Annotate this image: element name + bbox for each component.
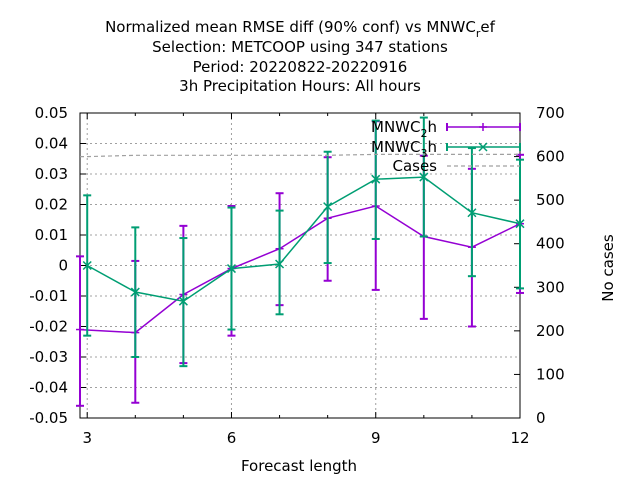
y-tick-label: -0.03: [29, 348, 68, 366]
title-line: 3h Precipitation Hours: All hours: [179, 77, 421, 95]
legend-label: Cases: [392, 157, 437, 175]
legend-label-tail: h: [427, 138, 437, 156]
y2-tick-label: 300: [536, 278, 565, 296]
legend-label-subscript: 3: [420, 147, 427, 160]
y-tick-label: 0.01: [35, 226, 68, 244]
y-tick-label: -0.01: [29, 287, 68, 305]
data-point-marker: [178, 296, 188, 306]
title-line: Normalized mean RMSE diff (90% conf) vs …: [105, 18, 496, 40]
y2-tick-label: 200: [536, 322, 565, 340]
data-point-marker: [419, 172, 429, 182]
x-tick-label: 9: [371, 429, 381, 447]
series-line: [80, 153, 520, 158]
y-tick-label: -0.04: [29, 379, 68, 397]
y-tick-label: 0.03: [35, 165, 68, 183]
title-main: Normalized mean RMSE diff (90% conf) vs …: [105, 18, 476, 36]
title-line: Period: 20220822-20220916: [193, 58, 408, 76]
series-line: [79, 205, 521, 334]
data-point-marker: [226, 264, 237, 274]
y-tick-label: 0.02: [35, 196, 68, 214]
x-tick-label: 12: [510, 429, 529, 447]
y2-tick-label: 400: [536, 235, 565, 253]
series-2: [80, 153, 520, 158]
data-point-marker: [275, 259, 285, 269]
title-line: Selection: METCOOP using 347 stations: [152, 38, 448, 56]
chart-title: Normalized mean RMSE diff (90% conf) vs …: [105, 18, 496, 95]
title-subscript: r: [476, 27, 481, 40]
x-tick-label: 3: [82, 429, 92, 447]
y-tick-label: 0.05: [35, 104, 68, 122]
data-point-marker: [515, 219, 525, 229]
series-line: [86, 176, 521, 302]
legend-label-tail: h: [427, 118, 437, 136]
x-tick-label: 6: [227, 429, 237, 447]
title-subscript-tail: ef: [480, 18, 495, 36]
series-0: [76, 120, 524, 407]
y-tick-label: 0.04: [35, 135, 68, 153]
series-layer: [76, 116, 525, 407]
data-point-marker: [130, 287, 140, 297]
legend-label: MNWC2h: [371, 118, 437, 140]
legend-label: MNWC3h: [371, 138, 437, 160]
legend-label-subscript: 2: [420, 127, 427, 140]
y2-tick-label: 500: [536, 191, 565, 209]
y2-tick-label: 600: [536, 148, 565, 166]
data-point-marker: [478, 142, 488, 152]
axes: 3 6 9 12 -0.05 -0.04 -0.03 -0.02 -0.01 0 0.01 0.02 0…: [29, 104, 564, 447]
y2-axis-label: No cases: [599, 234, 617, 302]
x-axis-label: Forecast length: [241, 457, 357, 475]
y2-tick-label: 0: [536, 409, 546, 427]
series-1: [82, 116, 525, 368]
data-point-marker: [371, 174, 381, 184]
data-point-marker: [82, 260, 92, 271]
y2-tick-label: 700: [536, 104, 565, 122]
data-point-marker: [467, 208, 477, 218]
y-tick-label: 0: [58, 257, 68, 275]
grid: [80, 112, 521, 419]
y-tick-label: -0.05: [29, 409, 68, 427]
legend-label-main: Cases: [392, 157, 437, 175]
y-tick-label: -0.02: [29, 318, 68, 336]
legend-label-main: MNWC: [371, 138, 420, 156]
y2-tick-label: 100: [536, 365, 565, 383]
data-point-marker: [323, 202, 333, 212]
legend-label-main: MNWC: [371, 118, 420, 136]
